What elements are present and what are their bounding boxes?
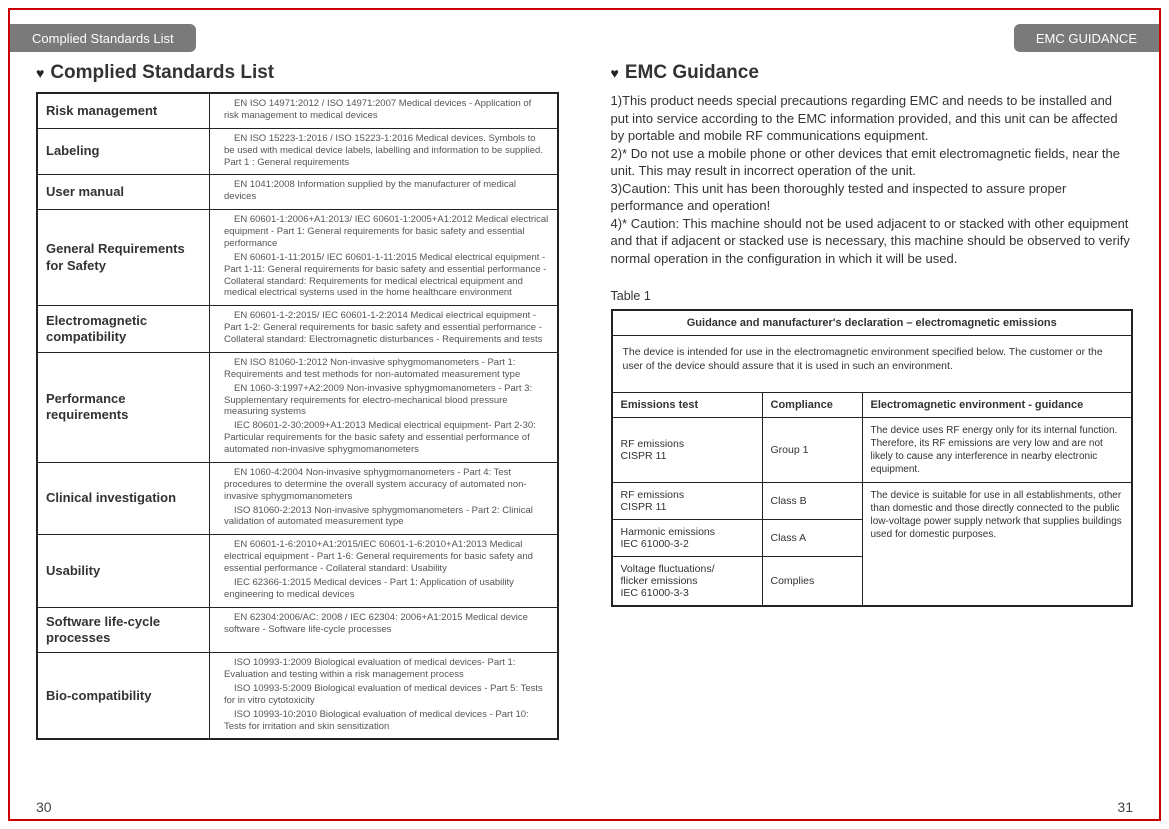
standards-row: LabelingEN ISO 15223-1:2016 / ISO 15223-… [38, 128, 557, 175]
standards-category: Electromagnetic compatibility [38, 306, 210, 352]
emc-col-3: Electromagnetic environment - guidance [863, 393, 1132, 417]
standards-category: Performance requirements [38, 353, 210, 462]
standards-row: Clinical investigationEN 1060-4:2004 Non… [38, 462, 557, 534]
page-right: 31 [1117, 799, 1133, 815]
standards-title: ♥ Complied Standards List [36, 62, 559, 84]
emc-table: Guidance and manufacturer's declaration … [611, 309, 1134, 606]
standards-category: General Requirements for Safety [38, 210, 210, 305]
guidance-paragraph: 3)Caution: This unit has been thoroughly… [611, 180, 1134, 215]
emc-sub-rows: RF emissions CISPR 11Class BHarmonic emi… [613, 483, 863, 605]
emc-sub-comp: Complies [763, 557, 863, 605]
standards-row: User manualEN 1041:2008 Information supp… [38, 174, 557, 209]
guidance-paragraph: 1)This product needs special precautions… [611, 92, 1134, 145]
page-left: 30 [36, 799, 52, 815]
tab-right: EMC GUIDANCE [1014, 24, 1159, 52]
emc-guidance-text: 1)This product needs special precautions… [611, 92, 1134, 267]
emc-table-intro: The device is intended for use in the el… [613, 336, 1132, 392]
page-numbers: 30 31 [36, 799, 1133, 815]
emc-shared-env: The device is suitable for use in all es… [863, 483, 1132, 605]
standards-row: Software life-cycle processesEN 62304:20… [38, 607, 557, 653]
standards-description: EN ISO 81060-1:2012 Non-invasive sphygmo… [210, 353, 557, 462]
standards-description: EN 62304:2006/AC: 2008 / IEC 62304: 2006… [210, 608, 557, 653]
emc-subrow: RF emissions CISPR 11Class B [613, 483, 863, 520]
emc-row-shared: RF emissions CISPR 11Class BHarmonic emi… [613, 483, 1132, 605]
standards-category: Clinical investigation [38, 463, 210, 534]
emc-table-header: Guidance and manufacturer's declaration … [613, 311, 1132, 336]
header-tabs: Complied Standards List EMC GUIDANCE [0, 24, 1169, 52]
right-column: ♥ EMC Guidance 1)This product needs spec… [611, 62, 1134, 789]
standards-description: EN ISO 14971:2012 / ISO 14971:2007 Medic… [210, 94, 557, 128]
emc-title-text: EMC Guidance [625, 62, 759, 84]
emc-row1-comp: Group 1 [763, 418, 863, 482]
standards-description: ISO 10993-1:2009 Biological evaluation o… [210, 653, 557, 738]
standards-category: Labeling [38, 129, 210, 175]
standards-description: EN 60601-1-2:2015/ IEC 60601-1-2:2014 Me… [210, 306, 557, 352]
emc-subrow: Voltage fluctuations/ flicker emissions … [613, 557, 863, 605]
standards-description: EN 60601-1-6:2010+A1:2015/IEC 60601-1-6:… [210, 535, 557, 606]
emc-row1-test: RF emissions CISPR 11 [613, 418, 763, 482]
table-1-label: Table 1 [611, 289, 1134, 303]
emc-subrow: Harmonic emissions IEC 61000-3-2Class A [613, 520, 863, 557]
tab-left: Complied Standards List [10, 24, 196, 52]
standards-row: Bio-compatibilityISO 10993-1:2009 Biolog… [38, 652, 557, 738]
left-column: ♥ Complied Standards List Risk managemen… [36, 62, 559, 789]
standards-category: Risk management [38, 94, 210, 128]
heart-icon: ♥ [611, 65, 619, 81]
emc-col-headers: Emissions test Compliance Electromagneti… [613, 393, 1132, 418]
standards-category: User manual [38, 175, 210, 209]
standards-row: Electromagnetic compatibilityEN 60601-1-… [38, 305, 557, 352]
standards-table: Risk managementEN ISO 14971:2012 / ISO 1… [36, 92, 559, 740]
emc-row-1: RF emissions CISPR 11 Group 1 The device… [613, 418, 1132, 483]
standards-description: EN 60601-1:2006+A1:2013/ IEC 60601-1:200… [210, 210, 557, 305]
standards-category: Usability [38, 535, 210, 606]
standards-category: Bio-compatibility [38, 653, 210, 738]
emc-col-1: Emissions test [613, 393, 763, 417]
heart-icon: ♥ [36, 65, 44, 81]
emc-sub-comp: Class B [763, 483, 863, 519]
guidance-paragraph: 2)* Do not use a mobile phone or other d… [611, 145, 1134, 180]
standards-description: EN 1041:2008 Information supplied by the… [210, 175, 557, 209]
emc-sub-test: Harmonic emissions IEC 61000-3-2 [613, 520, 763, 556]
standards-row: UsabilityEN 60601-1-6:2010+A1:2015/IEC 6… [38, 534, 557, 606]
standards-title-text: Complied Standards List [50, 62, 274, 84]
standards-description: EN ISO 15223-1:2016 / ISO 15223-1:2016 M… [210, 129, 557, 175]
standards-row: Performance requirementsEN ISO 81060-1:2… [38, 352, 557, 462]
emc-sub-comp: Class A [763, 520, 863, 556]
guidance-paragraph: 4)* Caution: This machine should not be … [611, 215, 1134, 268]
emc-title: ♥ EMC Guidance [611, 62, 1134, 84]
emc-row1-env: The device uses RF energy only for its i… [863, 418, 1132, 482]
page-body: ♥ Complied Standards List Risk managemen… [36, 62, 1133, 789]
standards-row: Risk managementEN ISO 14971:2012 / ISO 1… [38, 94, 557, 128]
emc-col-2: Compliance [763, 393, 863, 417]
emc-sub-test: Voltage fluctuations/ flicker emissions … [613, 557, 763, 605]
standards-category: Software life-cycle processes [38, 608, 210, 653]
emc-sub-test: RF emissions CISPR 11 [613, 483, 763, 519]
standards-row: General Requirements for SafetyEN 60601-… [38, 209, 557, 305]
standards-description: EN 1060-4:2004 Non-invasive sphygmomanom… [210, 463, 557, 534]
